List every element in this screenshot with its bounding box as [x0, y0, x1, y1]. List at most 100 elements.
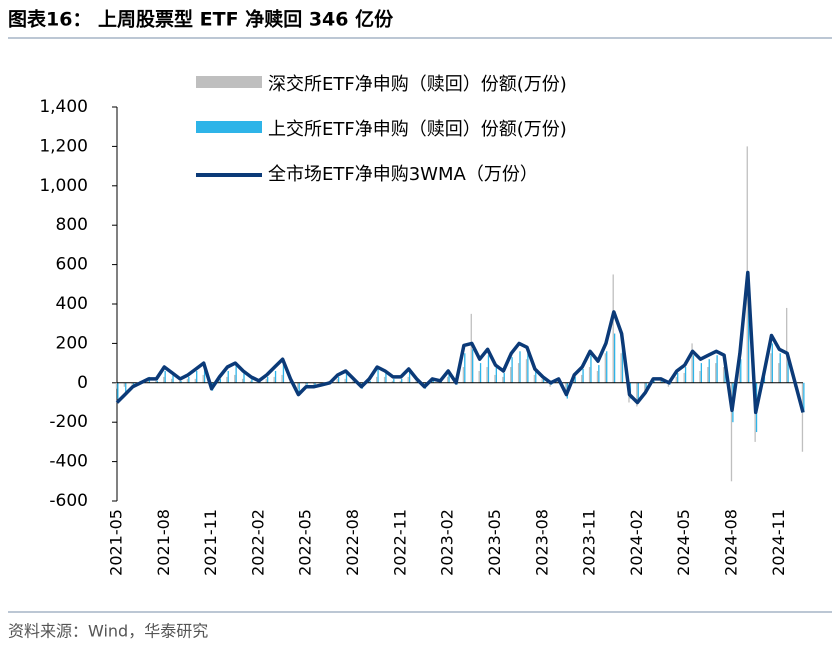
source: 资料来源：Wind，华泰研究	[8, 622, 208, 641]
bar	[251, 378, 253, 383]
bar	[511, 357, 513, 383]
bar	[700, 363, 702, 383]
bar	[684, 367, 687, 383]
bar	[479, 363, 482, 383]
legend-label: 上交所ETF净申购（赎回）份额(万份)	[268, 119, 567, 140]
bar	[613, 333, 616, 383]
bar	[472, 349, 474, 383]
bar	[462, 367, 465, 383]
bar	[180, 380, 182, 383]
y-tick-label: 1,000	[39, 176, 88, 196]
bar	[391, 380, 394, 383]
bar	[659, 378, 662, 383]
bar	[305, 382, 307, 385]
bar	[401, 378, 403, 383]
bar	[590, 355, 592, 383]
x-tick-label: 2022-08	[343, 509, 362, 576]
bar	[478, 370, 480, 383]
bar	[675, 376, 677, 383]
bar	[779, 353, 781, 383]
bar	[517, 363, 520, 383]
bar	[574, 376, 576, 383]
bar	[588, 367, 591, 383]
bar	[541, 378, 543, 383]
x-tick-label: 2022-02	[248, 509, 267, 576]
bar	[281, 374, 283, 383]
x-tick-label: 2024-02	[627, 509, 646, 576]
bar	[448, 372, 450, 383]
bar	[636, 382, 638, 407]
bar	[494, 374, 496, 383]
bar	[803, 382, 805, 413]
bar	[170, 378, 173, 383]
bar	[470, 313, 472, 383]
bar	[227, 370, 229, 383]
bar	[282, 363, 285, 383]
bar	[273, 376, 275, 383]
bar	[683, 372, 685, 383]
bar	[249, 380, 252, 383]
bar	[178, 380, 181, 383]
y-tick-label: 800	[56, 215, 88, 235]
bar	[218, 380, 220, 383]
x-tick-label: 2022-05	[296, 509, 315, 576]
bar	[786, 307, 788, 383]
bar	[645, 382, 647, 391]
bar	[487, 355, 490, 383]
bar	[194, 378, 196, 383]
bar	[289, 380, 291, 383]
bar	[708, 359, 710, 383]
y-tick-label: 0	[77, 373, 88, 393]
bar	[707, 367, 709, 383]
bar	[801, 382, 804, 452]
bar	[164, 370, 166, 383]
x-tick-label: 2024-05	[674, 509, 693, 576]
x-tick-label: 2021-08	[154, 509, 173, 576]
bar	[738, 363, 741, 383]
bar	[297, 382, 299, 389]
bar	[692, 355, 695, 383]
bar	[125, 382, 127, 393]
bar	[495, 367, 497, 383]
bar	[596, 370, 599, 383]
y-tick-label: 400	[56, 294, 88, 314]
bar	[699, 370, 701, 383]
bar	[582, 369, 584, 383]
bar	[667, 382, 670, 387]
bar	[527, 353, 529, 383]
bar	[226, 376, 228, 383]
bar	[557, 380, 559, 383]
x-tick-label: 2021-05	[107, 509, 126, 576]
bar	[385, 372, 387, 383]
bar	[432, 380, 434, 383]
y-tick-label: 200	[56, 333, 88, 353]
x-tick-label: 2023-08	[532, 509, 551, 576]
bar	[446, 376, 449, 383]
bar	[267, 376, 269, 383]
x-tick-label: 2024-11	[769, 509, 788, 576]
bar	[535, 370, 537, 383]
bar	[598, 365, 600, 383]
bar	[163, 376, 165, 383]
legend-label: 深交所ETF净申购（赎回）份额(万份)	[268, 74, 567, 95]
bar	[778, 363, 780, 383]
bar	[336, 378, 338, 383]
y-tick-label: 600	[56, 255, 88, 275]
bar	[393, 378, 395, 383]
bar	[156, 380, 158, 383]
bar	[155, 380, 157, 383]
bar	[637, 382, 639, 401]
y-tick-label: 1,400	[39, 97, 88, 117]
bar	[620, 353, 622, 383]
bar	[337, 376, 340, 383]
bar	[344, 378, 346, 383]
x-tick-label: 2021-11	[201, 509, 220, 576]
bar	[604, 353, 606, 383]
bar	[415, 380, 417, 383]
x-tick-label: 2022-11	[390, 509, 409, 576]
bar	[748, 304, 750, 383]
bar	[565, 382, 567, 395]
bar	[172, 374, 174, 383]
x-tick-label: 2023-02	[438, 509, 457, 576]
